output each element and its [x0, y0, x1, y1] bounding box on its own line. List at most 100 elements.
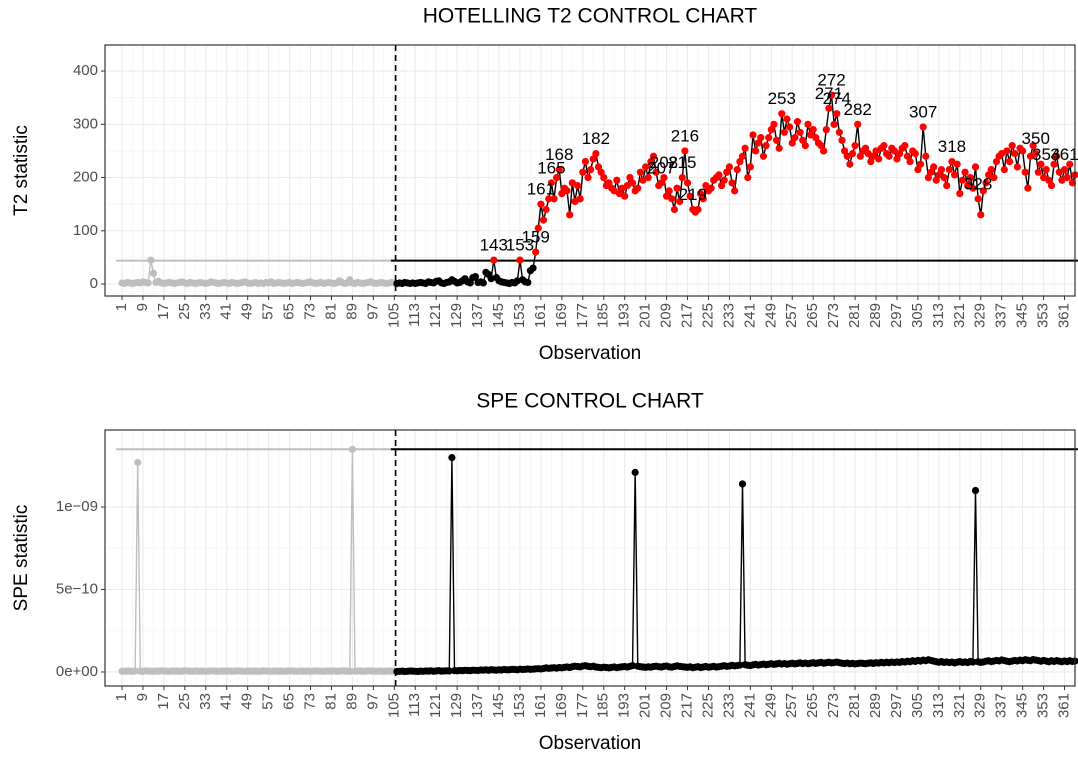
- point-label: 361: [1050, 145, 1078, 164]
- point-label: 307: [909, 102, 937, 121]
- data-point: [642, 163, 650, 171]
- y-tick-label: 0e+00: [56, 663, 98, 680]
- x-tick-label: 321: [951, 693, 968, 718]
- data-point: [628, 179, 637, 187]
- x-tick-label: 9: [134, 693, 151, 701]
- point-label: 350: [1022, 129, 1050, 148]
- x-tick-label: 257: [783, 303, 800, 328]
- y-tick-label: 200: [73, 169, 98, 186]
- data-point: [1053, 152, 1061, 160]
- data-point: [636, 168, 644, 176]
- data-point: [628, 662, 637, 670]
- data-point: [563, 187, 571, 195]
- data-point: [801, 142, 809, 150]
- x-tick-label: 313: [930, 303, 947, 328]
- point-label: 219: [679, 185, 707, 204]
- data-point: [524, 278, 532, 287]
- data-point: [1063, 173, 1071, 182]
- data-point: [937, 165, 946, 174]
- data-point: [348, 445, 357, 453]
- point-label: 318: [938, 137, 966, 156]
- x-tick-label: 121: [427, 303, 444, 328]
- data-point: [566, 211, 574, 219]
- panel-border: [104, 44, 1076, 297]
- data-point: [1042, 165, 1050, 174]
- x-tick-label: 177: [574, 693, 591, 718]
- data-point: [1011, 149, 1019, 158]
- x-tick-label: 17: [155, 303, 172, 320]
- point-label: 153: [506, 236, 534, 255]
- data-point: [841, 147, 849, 155]
- data-point: [665, 187, 673, 195]
- data-point: [547, 179, 555, 187]
- data-point: [587, 165, 595, 174]
- x-tick-label: 65: [281, 303, 298, 320]
- data-point: [738, 480, 747, 488]
- data-point: [1068, 179, 1076, 187]
- x-tick-label: 361: [1055, 303, 1072, 328]
- x-tick-label: 233: [720, 303, 737, 328]
- data-point: [1024, 184, 1032, 192]
- data-point: [982, 179, 990, 187]
- data-point: [686, 192, 694, 200]
- data-point: [1034, 168, 1042, 176]
- data-point: [731, 187, 739, 195]
- x-tick-label: 257: [783, 693, 800, 718]
- y-tick-label: 1e−09: [56, 498, 98, 515]
- x-tick-label: 217: [678, 303, 695, 328]
- data-point: [820, 147, 828, 155]
- x-tick-label: 1: [113, 693, 130, 701]
- data-point: [1000, 165, 1008, 174]
- data-point: [932, 176, 940, 184]
- y-tick-label: 100: [73, 222, 98, 239]
- x-tick-label: 329: [972, 693, 989, 718]
- x-tick-label: 33: [197, 693, 214, 710]
- data-point: [626, 173, 634, 182]
- data-point: [979, 187, 987, 195]
- data-point: [961, 168, 969, 176]
- data-point: [749, 131, 757, 139]
- data-point: [791, 134, 799, 142]
- x-tick-label: 201: [637, 693, 654, 718]
- data-point: [631, 468, 639, 476]
- data-point: [945, 165, 953, 174]
- data-point: [676, 197, 684, 206]
- data-point: [1047, 181, 1056, 190]
- data-point: [969, 658, 977, 666]
- data-point: [903, 152, 912, 160]
- data-point: [796, 128, 804, 136]
- data-point: [767, 126, 775, 134]
- data-point: [906, 157, 914, 166]
- x-tick-label: 49: [239, 303, 256, 320]
- data-point: [1060, 165, 1069, 174]
- x-tick-label: 145: [490, 693, 507, 718]
- data-point: [555, 165, 563, 174]
- x-tick-label: 81: [322, 303, 339, 320]
- data-point: [969, 184, 977, 192]
- data-point: [940, 173, 948, 182]
- x-tick-label: 233: [720, 693, 737, 718]
- x-tick-label: 241: [741, 693, 758, 718]
- x-tick-label: 41: [218, 303, 235, 320]
- data-point: [539, 216, 548, 224]
- data-point: [471, 272, 480, 281]
- data-point: [922, 152, 930, 160]
- data-point: [534, 224, 542, 232]
- data-point: [592, 149, 600, 158]
- data-point: [812, 134, 820, 142]
- x-tick-label: 305: [909, 693, 926, 718]
- point-label: 207: [647, 158, 675, 177]
- data-point: [786, 123, 794, 131]
- x-tick-label: 97: [364, 693, 381, 710]
- data-point: [762, 142, 770, 150]
- data-point: [573, 181, 582, 190]
- data-point: [144, 279, 152, 287]
- data-point: [971, 486, 980, 495]
- data-point: [537, 200, 545, 208]
- x-tick-label: 49: [239, 693, 256, 710]
- data-point: [545, 195, 553, 203]
- data-point: [736, 661, 744, 669]
- x-tick-label: 361: [1055, 693, 1072, 718]
- data-point: [649, 152, 658, 160]
- data-point: [746, 163, 754, 171]
